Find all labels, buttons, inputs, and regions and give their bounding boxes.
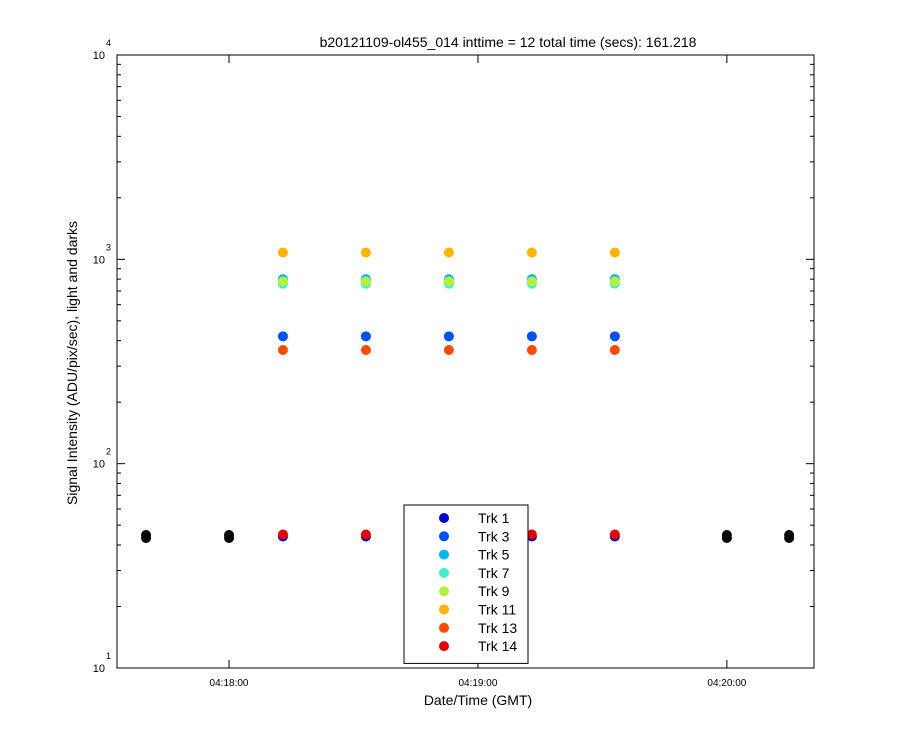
data-point [526, 247, 537, 258]
legend-label: Trk 1 [478, 510, 510, 526]
dark-point [784, 530, 795, 541]
data-point [277, 529, 288, 540]
data-point [277, 331, 288, 342]
dark-point [224, 530, 235, 541]
legend-label: Trk 5 [478, 547, 510, 563]
data-point [360, 344, 371, 355]
legend-label: Trk 3 [478, 528, 510, 544]
data-point [609, 331, 620, 342]
data-point [360, 529, 371, 540]
data-point [609, 247, 620, 258]
data-point [360, 331, 371, 342]
data-point [609, 344, 620, 355]
legend-marker [439, 604, 449, 615]
legend-box [403, 504, 529, 664]
legend-label: Trk 9 [478, 583, 510, 599]
data-point [526, 331, 537, 342]
y-tick-label: 10 [93, 663, 105, 675]
legend: Trk 1 Trk 3 Trk 5 Trk 7 Trk 9 Trk 11 Trk 13 Trk… [403, 504, 529, 664]
y-tick-label: 10 [93, 50, 105, 62]
data-point [526, 529, 537, 540]
axes-box [116, 54, 815, 669]
legend-marker [439, 513, 449, 523]
legend-marker [439, 641, 449, 652]
data-point [443, 247, 454, 258]
data-point [277, 247, 288, 258]
legend-label: Trk 7 [478, 565, 510, 581]
data-point [443, 344, 454, 355]
y-tick-label: 10 [93, 254, 105, 266]
data-point [360, 247, 371, 258]
y-tick-exponent: 2 [106, 447, 111, 457]
x-tick-label: 04:19:00 [458, 678, 497, 689]
y-axis-title: Signal Intensity (ADU/pix/sec), light an… [64, 221, 80, 505]
legend-marker [439, 622, 449, 633]
data-point [277, 276, 288, 287]
y-tick-exponent: 1 [106, 651, 111, 661]
data-point [443, 331, 454, 342]
y-tick-exponent: 3 [106, 242, 111, 252]
data-point [609, 529, 620, 540]
x-axis-title: Date/Time (GMT) [424, 692, 532, 708]
data-point [360, 276, 371, 287]
dark-point [141, 530, 152, 541]
y-tick-exponent: 4 [106, 38, 111, 48]
data-point [526, 344, 537, 355]
legend-marker [439, 531, 449, 542]
y-tick-label: 10 [93, 459, 105, 471]
legend-marker [439, 549, 449, 560]
dark-point [721, 530, 732, 541]
data-point [443, 276, 454, 287]
chart-title: b20121109-ol455_014 inttime = 12 total t… [320, 34, 697, 50]
legend-label: Trk 11 [478, 602, 516, 618]
legend-marker [439, 586, 449, 597]
data-point [609, 276, 620, 287]
data-point [277, 344, 288, 355]
x-tick-label: 04:20:00 [707, 678, 746, 689]
data-point [526, 276, 537, 287]
legend-label: Trk 14 [478, 638, 517, 654]
legend-marker [439, 567, 449, 578]
x-tick-label: 04:18:00 [210, 678, 249, 689]
legend-label: Trk 13 [478, 620, 517, 636]
